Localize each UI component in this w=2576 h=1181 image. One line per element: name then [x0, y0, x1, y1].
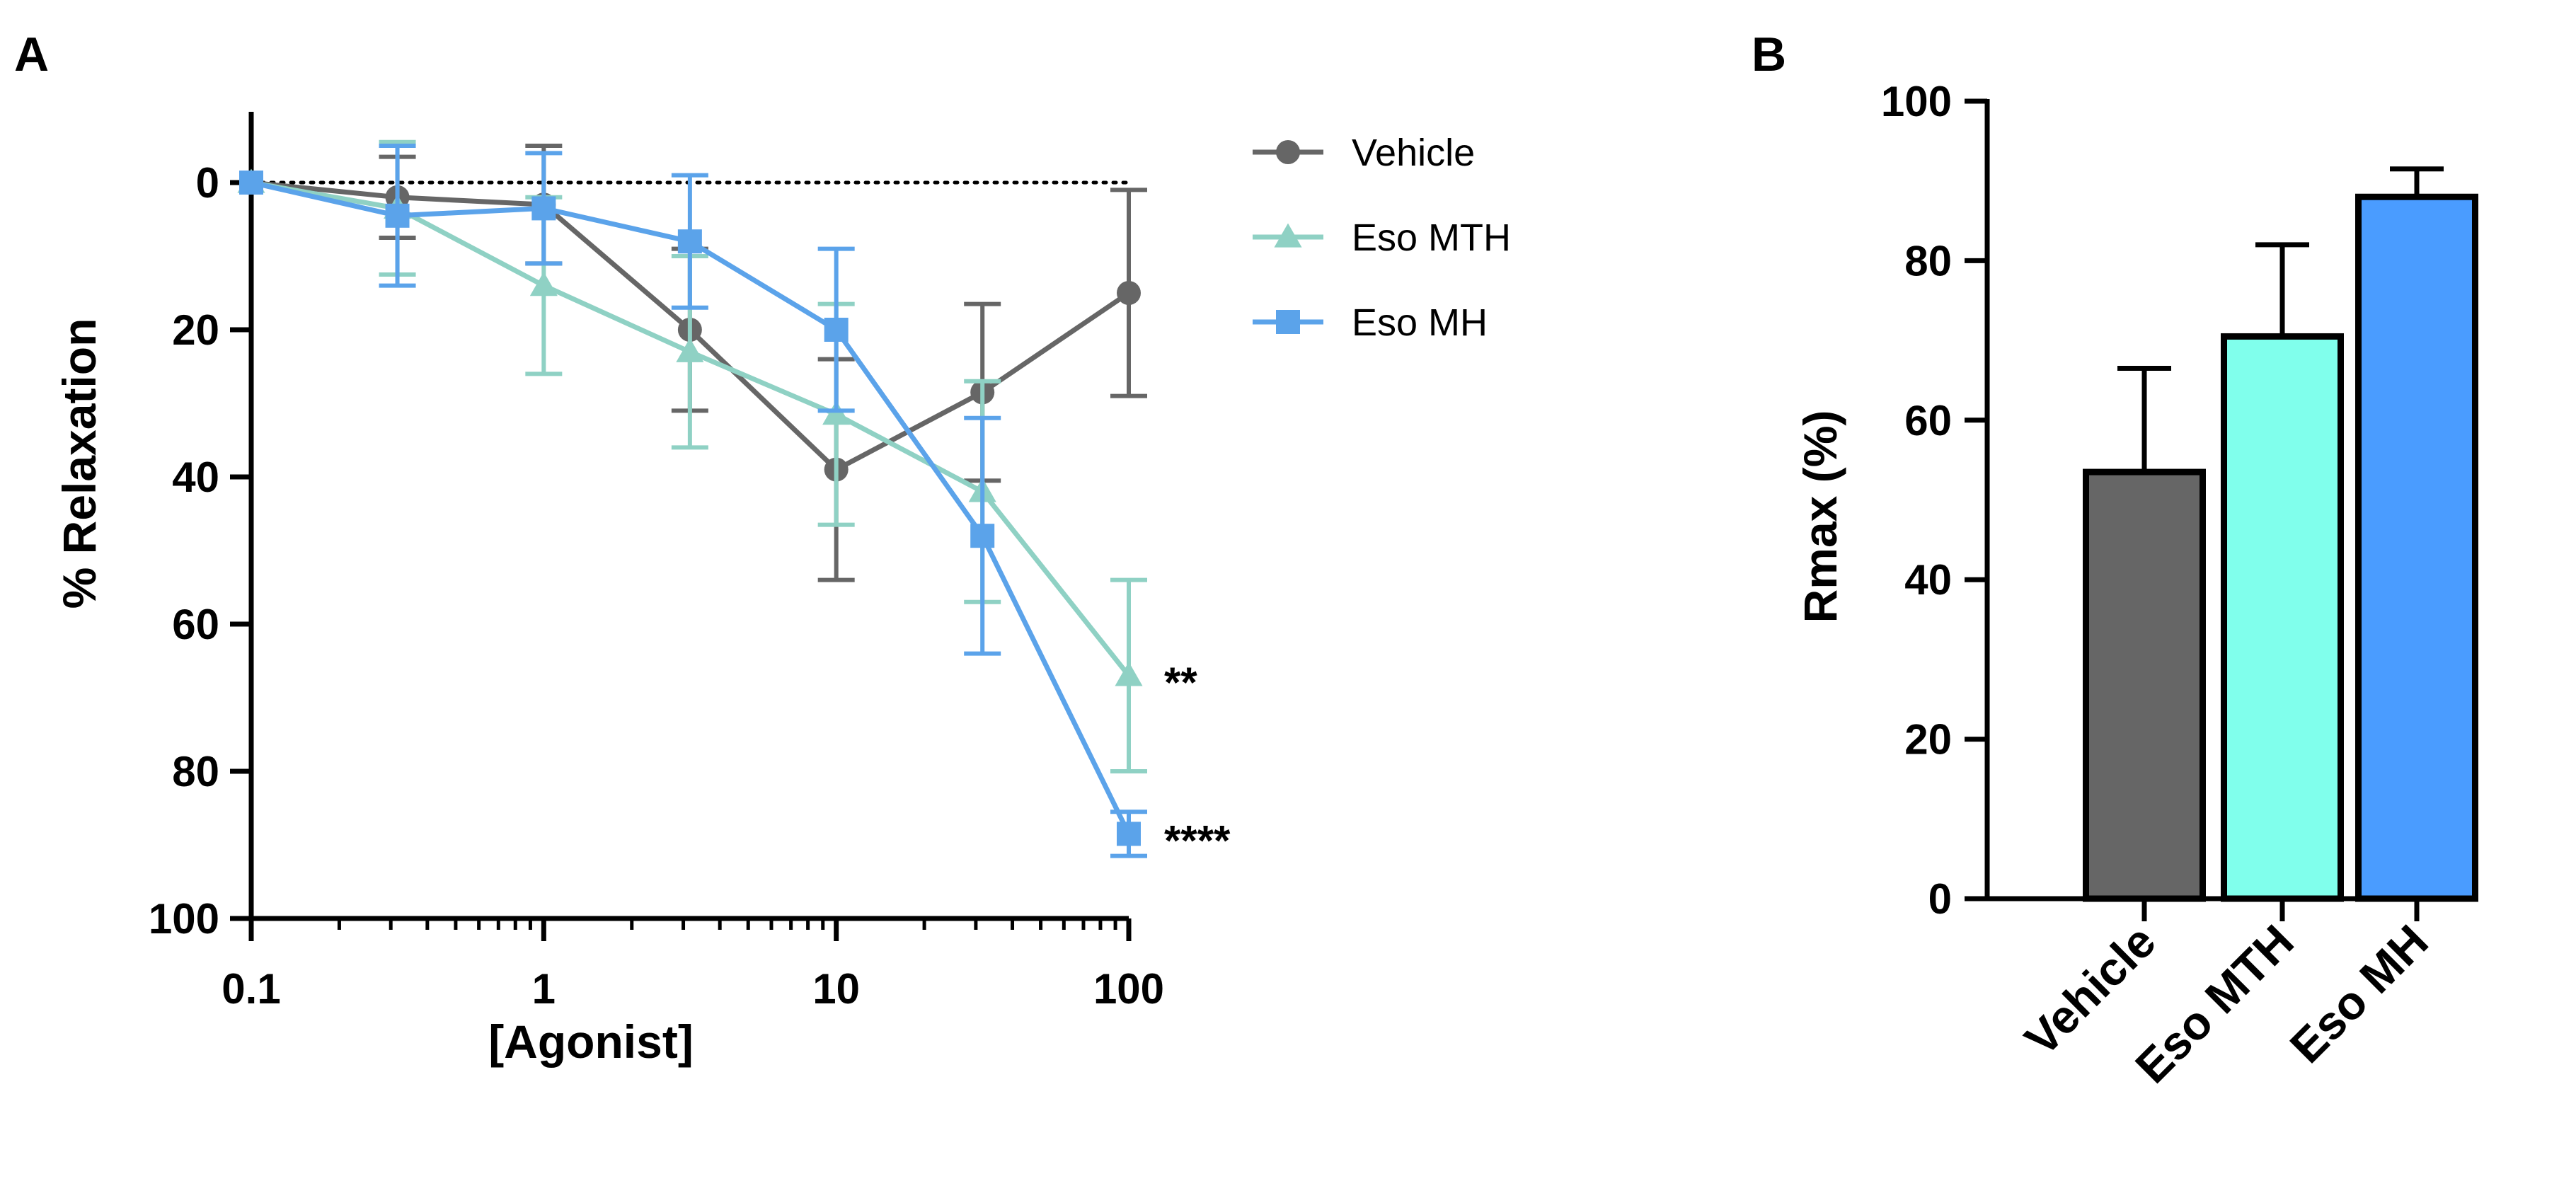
data-point: [1117, 822, 1141, 846]
legend-label: Vehicle: [1352, 132, 1475, 174]
data-point: [531, 196, 556, 221]
data-point: [676, 338, 704, 362]
panel-b-y-axis-title: Rmax (%): [1794, 410, 1846, 623]
panel-b-label: B: [1752, 28, 1786, 81]
legend-entry-eso-mh: Eso MH: [1253, 301, 1488, 344]
panel-a-x-axis-title: [Agonist]: [488, 1015, 694, 1068]
panel-a-x-tick-label: 10: [812, 965, 860, 1013]
legend-entry-vehicle: Vehicle: [1253, 132, 1475, 174]
panel-a-y-axis-title: % Relaxation: [53, 318, 105, 609]
panel-b-y-tick-label: 100: [1881, 78, 1952, 125]
panel-a-y-tick-label: 100: [149, 895, 219, 943]
panel-a-y-tick-label: 0: [196, 159, 219, 207]
data-point: [1117, 281, 1141, 305]
panel-a-x-tick-label: 0.1: [222, 965, 280, 1013]
bar: [2083, 468, 2206, 902]
bar-category-label: Eso MH: [2279, 915, 2437, 1073]
panel-b-y-tick-label: 40: [1904, 556, 1952, 604]
panel-b-y-tick-label: 80: [1904, 237, 1952, 284]
data-point: [529, 272, 558, 296]
panel-a-series: [237, 139, 1147, 858]
data-point: [677, 229, 702, 254]
data-point: [385, 203, 410, 228]
data-point: [824, 318, 849, 342]
data-point: [1115, 662, 1143, 686]
panel-a-x-tick-label: 100: [1093, 965, 1164, 1013]
legend-label: Eso MTH: [1352, 217, 1511, 259]
panel-b-y-tick-label: 60: [1904, 397, 1952, 444]
panel-a-y-tick-label: 20: [172, 306, 219, 354]
panel-a-legend: Vehicle Eso MTH Eso MH: [1253, 132, 1511, 344]
legend-marker: [1276, 310, 1300, 334]
panel-a-y-tick-label: 80: [172, 748, 219, 795]
bar: [2221, 333, 2344, 902]
bar: [2355, 193, 2478, 902]
panel-a-y-tick-label: 40: [172, 454, 219, 501]
panel-b-axes: 0 20 40 60 80 100: [1881, 78, 2466, 923]
significance-annotation: ****: [1164, 817, 1231, 864]
panel-a-annotations: ******: [1164, 659, 1231, 865]
series-eso-mh: [239, 144, 1147, 858]
significance-annotation: **: [1164, 659, 1197, 706]
panel-a-x-tick-label: 1: [532, 965, 556, 1013]
panel-b-y-tick-label: 20: [1904, 716, 1952, 764]
legend-entry-eso-mth: Eso MTH: [1253, 217, 1511, 259]
legend-marker: [1274, 223, 1302, 248]
legend-label: Eso MH: [1352, 301, 1488, 344]
data-point: [970, 524, 995, 548]
bar-group-vehicle: Vehicle: [2015, 366, 2206, 1066]
legend-marker: [1276, 140, 1300, 164]
panel-a-label: A: [14, 28, 49, 81]
panel-b-y-tick-label: 0: [1928, 875, 1952, 923]
data-point: [239, 171, 263, 195]
panel-a-y-tick-label: 60: [172, 601, 219, 648]
